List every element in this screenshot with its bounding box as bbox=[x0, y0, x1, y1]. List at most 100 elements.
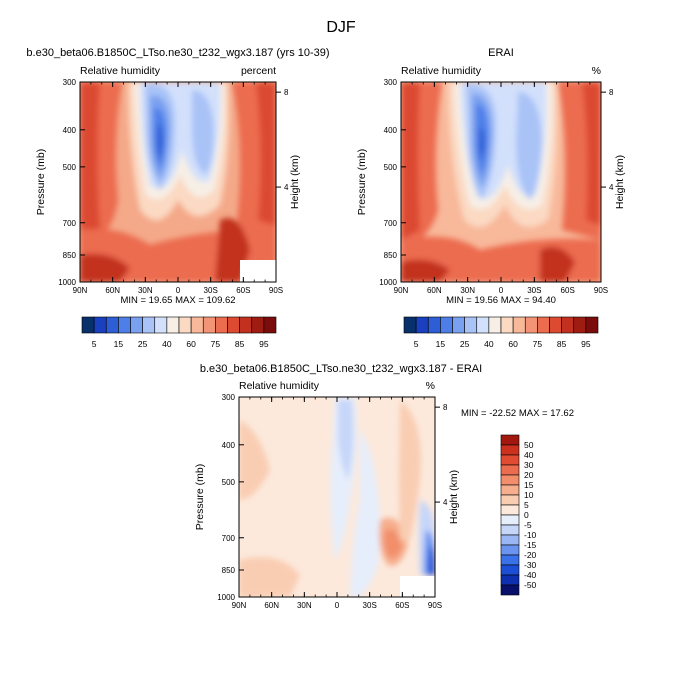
y-tick-label-model: 300 bbox=[63, 78, 77, 87]
diff-colorbar-label: -20 bbox=[524, 550, 537, 560]
colorbar-swatch-obs bbox=[524, 316, 538, 334]
colorbar-label-obs: 25 bbox=[460, 339, 470, 349]
y-tick-label-obs: 1000 bbox=[379, 278, 397, 287]
diff-colorbar-swatch bbox=[500, 524, 520, 536]
diff-colorbar-swatch bbox=[500, 434, 520, 446]
panel-model-right-label: percent bbox=[241, 65, 276, 77]
y-tick-label-model: 850 bbox=[63, 251, 77, 260]
colorbar-label-model: 95 bbox=[259, 339, 269, 349]
panel-obs-left-label: Relative humidity bbox=[401, 65, 482, 77]
x-tick-label-obs: 60N bbox=[427, 286, 442, 295]
x-tick-label-model: 60N bbox=[105, 286, 120, 295]
y-right-tick-label-obs: 4 bbox=[609, 183, 614, 192]
diff-colorbar-swatch bbox=[500, 444, 520, 456]
y-right-tick-label-obs: 8 bbox=[609, 88, 614, 97]
y-right-tick-label-model: 4 bbox=[284, 183, 289, 192]
diff-colorbar-label: 5 bbox=[524, 500, 529, 510]
colorbar-label-model: 15 bbox=[114, 339, 124, 349]
diff-colorbar-swatch bbox=[500, 514, 520, 526]
y-tick-label-model: 400 bbox=[63, 126, 77, 135]
colorbar-top: 5 15 25 40 60 75 85 95 5 15 25 40 60 75 85 95 bbox=[81, 316, 599, 349]
y-tick-label-diff: 500 bbox=[222, 478, 236, 487]
y-right-tick-label-diff: 4 bbox=[443, 498, 448, 507]
x-tick-label-model: 60S bbox=[236, 286, 250, 295]
y-tick-label-obs: 300 bbox=[384, 78, 398, 87]
diff-colorbar-label: 50 bbox=[524, 440, 534, 450]
colorbar-swatch-obs bbox=[440, 316, 453, 334]
page-title: DJF bbox=[326, 19, 356, 36]
y-tick-label-model: 1000 bbox=[58, 278, 76, 287]
diff-colorbar-label: 10 bbox=[524, 490, 534, 500]
y-tick-label-model: 700 bbox=[63, 219, 77, 228]
diff-colorbar-label: 30 bbox=[524, 460, 534, 470]
y-right-axis-title-model: Height (km) bbox=[289, 155, 301, 209]
colorbar-label-obs: 75 bbox=[533, 339, 543, 349]
panel-diff-stats: MIN = -22.52 MAX = 17.62 bbox=[461, 408, 574, 419]
colorbar-swatch-model bbox=[227, 316, 240, 334]
x-tick-label-diff: 30N bbox=[297, 601, 312, 610]
colorbar-swatch-obs bbox=[403, 316, 417, 334]
x-tick-label-model: 0 bbox=[176, 286, 181, 295]
colorbar-label-model: 75 bbox=[211, 339, 221, 349]
diff-colorbar-swatch bbox=[500, 554, 520, 566]
colorbar-swatch-model bbox=[239, 316, 253, 334]
y-right-axis-title-diff: Height (km) bbox=[448, 470, 460, 524]
panel-diff-left-label: Relative humidity bbox=[239, 380, 320, 392]
x-tick-label-obs: 30S bbox=[527, 286, 541, 295]
x-tick-label-obs: 60S bbox=[561, 286, 575, 295]
panel-diff-title: b.e30_beta06.B1850C_LTso.ne30_t232_wgx3.… bbox=[200, 363, 482, 375]
colorbar-swatch-obs bbox=[500, 316, 514, 334]
colorbar-label-obs: 95 bbox=[581, 339, 591, 349]
x-tick-label-obs: 30N bbox=[460, 286, 475, 295]
y-tick-label-diff: 850 bbox=[222, 566, 236, 575]
diff-colorbar-swatch bbox=[500, 564, 520, 576]
colorbar-swatch-obs bbox=[512, 316, 526, 334]
y-axis-title-model: Pressure (mb) bbox=[35, 149, 47, 216]
colorbar-swatch-obs bbox=[537, 316, 550, 334]
x-tick-label-diff: 90N bbox=[232, 601, 247, 610]
colorbar-swatch-model bbox=[166, 316, 180, 334]
y-right-axis-title-obs: Height (km) bbox=[614, 155, 626, 209]
axes-model: 90N 60N 30N 0 30S 60S 90S 300 400 500 700 850 1000 8 4… bbox=[35, 78, 301, 295]
y-tick-label-diff: 400 bbox=[222, 441, 236, 450]
colorbar-label-obs: 15 bbox=[436, 339, 446, 349]
diff-colorbar-label: 20 bbox=[524, 470, 534, 480]
axes-diff: 90N 60N 30N 0 30S 60S 90S 300 400 500 700 850 1000 8 4… bbox=[194, 393, 460, 610]
colorbar-swatch-model bbox=[190, 316, 204, 334]
axes-obs: 90N 60N 30N 0 30S 60S 90S 300 400 500 700 850 1000 8 4… bbox=[356, 78, 626, 295]
diff-colorbar-swatch bbox=[500, 494, 520, 506]
colorbar-swatch-model bbox=[215, 316, 228, 334]
colorbar-label-model: 85 bbox=[235, 339, 245, 349]
panel-model: b.e30_beta06.B1850C_LTso.ne30_t232_wgx3.… bbox=[26, 47, 330, 283]
diff-colorbar-swatch bbox=[500, 454, 520, 466]
panel-obs-stats: MIN = 19.56 MAX = 94.40 bbox=[446, 295, 556, 306]
diff-colorbar-label: -50 bbox=[524, 580, 537, 590]
colorbar-swatch-model bbox=[130, 316, 143, 334]
x-tick-label-diff: 60S bbox=[395, 601, 409, 610]
y-axis-title-obs: Pressure (mb) bbox=[356, 149, 368, 216]
x-tick-label-model: 30N bbox=[138, 286, 153, 295]
colorbar-label-obs: 60 bbox=[508, 339, 518, 349]
x-tick-label-model: 90N bbox=[73, 286, 88, 295]
colorbar-swatch-obs bbox=[452, 316, 465, 334]
y-tick-label-diff: 300 bbox=[222, 393, 236, 402]
x-tick-label-diff: 90S bbox=[428, 601, 442, 610]
colorbar-swatch-obs bbox=[464, 316, 478, 334]
colorbar-swatch-model bbox=[118, 316, 131, 334]
colorbar-label-model: 25 bbox=[138, 339, 148, 349]
colorbar-swatch-obs bbox=[476, 316, 490, 334]
diff-colorbar-label: 15 bbox=[524, 480, 534, 490]
y-tick-label-obs: 700 bbox=[384, 219, 398, 228]
diff-colorbar-swatch bbox=[500, 584, 520, 596]
colorbar-swatch-obs bbox=[427, 316, 441, 334]
colorbar-swatch-obs bbox=[415, 316, 429, 334]
y-tick-label-diff: 1000 bbox=[217, 593, 235, 602]
panel-model-left-label: Relative humidity bbox=[80, 65, 161, 77]
colorbar-swatch-model bbox=[178, 316, 192, 334]
diff-colorbar-label: -15 bbox=[524, 540, 537, 550]
diff-colorbar-swatch bbox=[500, 474, 520, 486]
panel-model-title: b.e30_beta06.B1850C_LTso.ne30_t232_wgx3.… bbox=[26, 47, 329, 59]
colorbar-swatch-obs bbox=[585, 316, 599, 334]
colorbar-label-model: 60 bbox=[186, 339, 196, 349]
diff-colorbar-label: -40 bbox=[524, 570, 537, 580]
